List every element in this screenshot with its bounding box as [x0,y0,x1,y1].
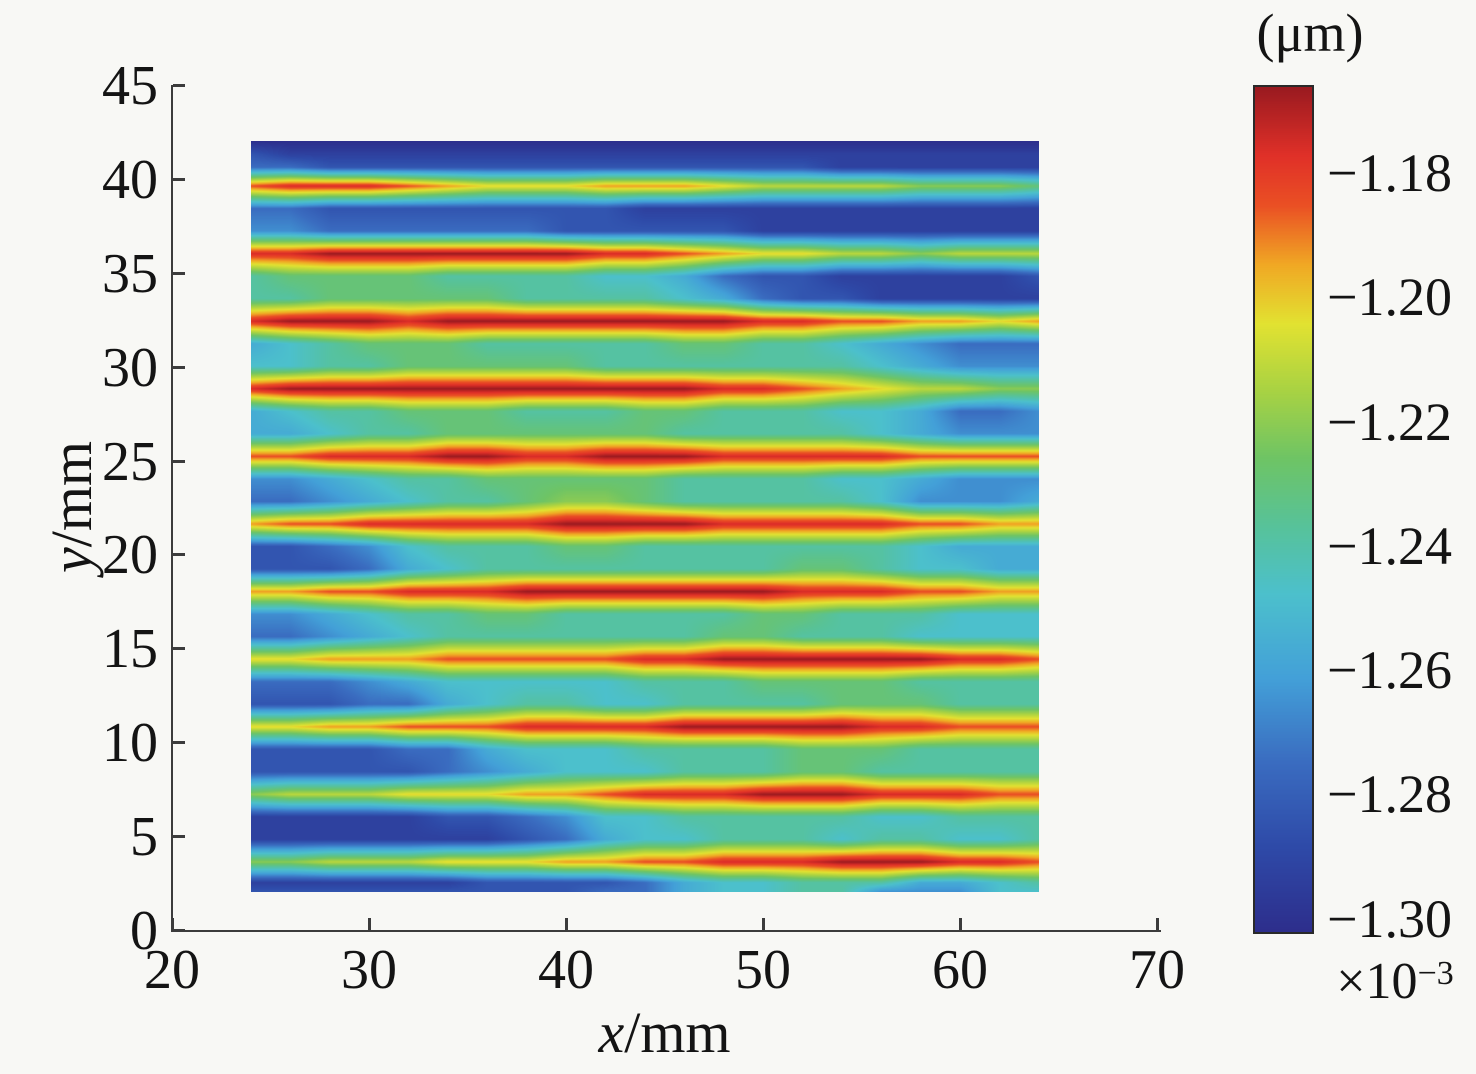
y-tick-mark [173,835,185,839]
y-tick-label: 30 [102,336,158,399]
y-tick-label: 40 [102,148,158,211]
y-tick-label: 25 [102,430,158,493]
x-tick-mark [1156,918,1159,930]
x-tick-label: 40 [538,939,594,1001]
y-tick-mark [173,365,185,369]
y-tick-label: 10 [102,712,158,775]
colorbar-tick-label: −1.28 [1327,764,1452,825]
y-axis-label-unit: /mm [39,440,104,548]
y-tick-mark [173,177,185,181]
y-tick-mark [173,553,185,557]
y-tick-label: 20 [102,524,158,587]
y-tick-label: 0 [130,900,158,962]
y-tick-label: 15 [102,618,158,681]
x-axis-spine [171,930,1161,932]
x-tick-mark [565,918,568,930]
y-tick-mark [173,741,185,745]
colorbar-tick-label: −1.18 [1327,142,1452,203]
colorbar-tick-label: −1.20 [1327,267,1452,328]
heatmap-canvas [251,141,1039,892]
colorbar-multiplier-base: ×10 [1336,953,1418,1010]
x-tick-label: 60 [932,939,988,1001]
x-tick-label: 20 [144,939,200,1001]
y-axis-spine [171,85,173,932]
x-tick-label: 70 [1129,939,1185,1001]
x-tick-label: 30 [341,939,397,1001]
y-tick-label: 5 [130,806,158,869]
y-tick-mark [173,647,185,651]
y-tick-mark [173,84,185,87]
x-tick-label: 50 [735,939,791,1001]
colorbar-tick-label: −1.30 [1327,888,1452,949]
x-tick-mark [368,918,371,930]
colorbar-tick-label: −1.22 [1327,391,1452,452]
colorbar-unit-label: (μm) [1256,3,1364,63]
y-axis-label-var: y [39,547,104,574]
colorbar-multiplier-label: ×10−3 [1310,956,1476,1008]
y-tick-mark [173,271,185,275]
x-tick-mark [171,918,174,930]
x-axis-label-var: x [598,1000,625,1065]
x-tick-mark [762,918,765,930]
x-tick-mark [959,918,962,930]
x-axis-label-unit: /mm [624,1000,731,1065]
y-tick-mark [173,929,185,932]
y-tick-label: 45 [102,55,158,117]
colorbar-tick-label: −1.26 [1327,640,1452,701]
colorbar-gradient [1253,85,1314,934]
x-axis-label: x/mm [172,1004,1157,1062]
colorbar-tick-label: −1.24 [1327,515,1452,576]
y-tick-label: 35 [102,242,158,305]
colorbar-multiplier-exponent: −3 [1417,955,1454,992]
y-axis-label: y/mm [39,257,104,757]
y-tick-mark [173,459,185,463]
